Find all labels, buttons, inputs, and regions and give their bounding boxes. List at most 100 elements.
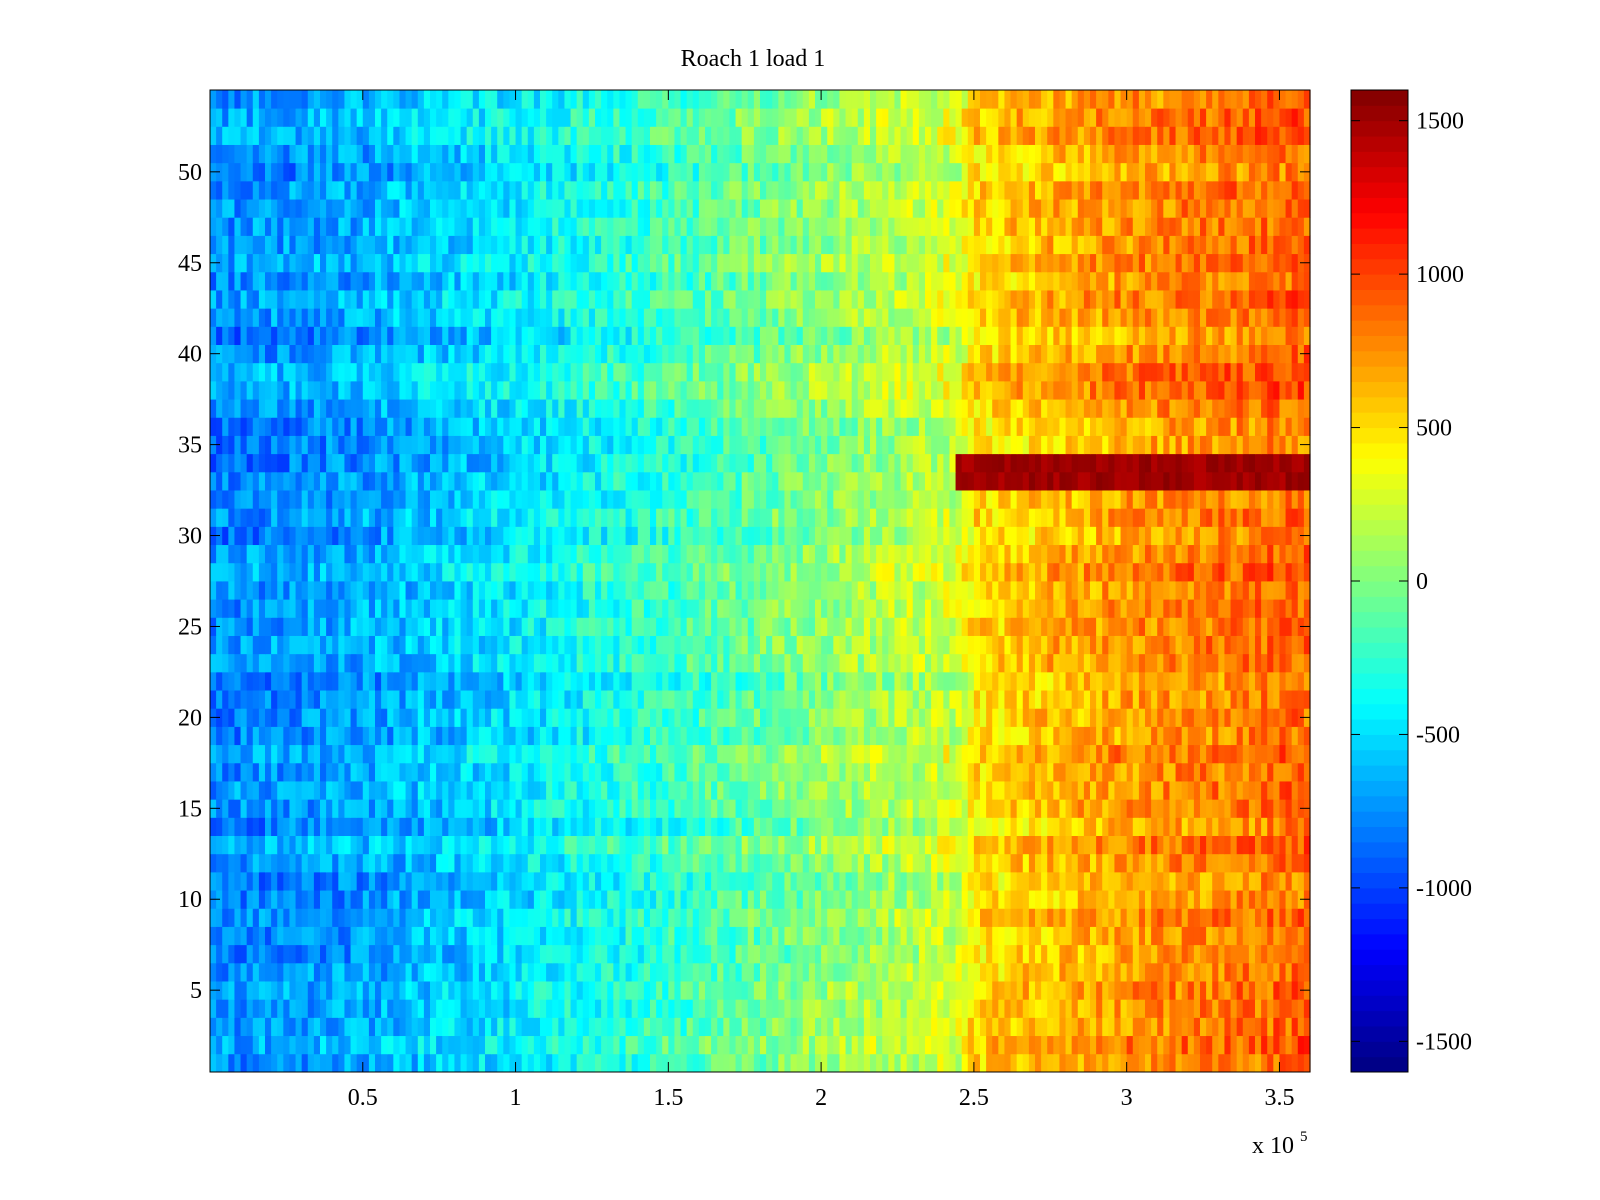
heatmap-cell bbox=[900, 890, 908, 909]
heatmap-cell bbox=[442, 890, 449, 909]
heatmap-cell bbox=[601, 999, 608, 1018]
heatmap-cell bbox=[368, 781, 376, 800]
heatmap-cell bbox=[387, 871, 394, 891]
heatmap-cell bbox=[1059, 762, 1067, 782]
heatmap-cell bbox=[1059, 581, 1067, 600]
heatmap-cell bbox=[723, 835, 731, 855]
heatmap-cell bbox=[216, 762, 223, 782]
heatmap-cell bbox=[307, 999, 315, 1018]
heatmap-cell bbox=[283, 1035, 291, 1055]
heatmap-cell bbox=[1022, 926, 1030, 946]
heatmap-cell bbox=[998, 962, 1006, 982]
heatmap-cell bbox=[735, 853, 743, 873]
heatmap-cell bbox=[967, 617, 975, 636]
heatmap-cell bbox=[949, 635, 957, 655]
heatmap-cell bbox=[741, 781, 749, 800]
heatmap-cell bbox=[362, 817, 370, 836]
heatmap-cell bbox=[307, 690, 315, 709]
heatmap-cell bbox=[882, 817, 889, 836]
heatmap-cell bbox=[595, 944, 602, 964]
heatmap-cell bbox=[870, 962, 877, 982]
heatmap-cell bbox=[356, 926, 364, 946]
heatmap-cell bbox=[1010, 781, 1018, 800]
heatmap-cell bbox=[405, 926, 413, 946]
heatmap-cell bbox=[668, 617, 676, 636]
heatmap-cell bbox=[937, 1035, 944, 1055]
heatmap-cell bbox=[1071, 1035, 1079, 1055]
heatmap-cell bbox=[252, 962, 260, 982]
heatmap-row bbox=[210, 581, 1311, 600]
heatmap-cell bbox=[326, 908, 333, 927]
heatmap-cell bbox=[980, 599, 987, 618]
heatmap-cell bbox=[1297, 1053, 1305, 1073]
heatmap-cell bbox=[1120, 926, 1128, 946]
heatmap-cell bbox=[338, 617, 346, 636]
heatmap-cell bbox=[674, 999, 682, 1018]
heatmap-cell bbox=[821, 635, 828, 655]
heatmap-cell bbox=[1157, 999, 1164, 1018]
heatmap-cell bbox=[1169, 871, 1177, 891]
heatmap-cell bbox=[698, 908, 706, 927]
heatmap-cell bbox=[870, 690, 877, 709]
heatmap-cell bbox=[601, 926, 608, 946]
heatmap-cell bbox=[1096, 835, 1103, 855]
heatmap-cell bbox=[442, 690, 449, 709]
heatmap-cell bbox=[1285, 962, 1293, 982]
heatmap-cell bbox=[723, 981, 731, 1000]
heatmap-cell bbox=[906, 944, 914, 964]
heatmap-cell bbox=[625, 744, 633, 764]
heatmap-cell bbox=[1285, 944, 1293, 964]
heatmap-cell bbox=[1157, 781, 1164, 800]
heatmap-cell bbox=[1261, 726, 1268, 746]
heatmap-cell bbox=[961, 908, 969, 927]
heatmap-cell bbox=[313, 926, 321, 946]
heatmap-cell bbox=[643, 671, 651, 691]
heatmap-cell bbox=[1200, 981, 1207, 1000]
heatmap-cell bbox=[1083, 581, 1091, 600]
heatmap-cell bbox=[1010, 1017, 1018, 1037]
heatmap-cell bbox=[790, 962, 798, 982]
heatmap-cell bbox=[601, 635, 608, 655]
heatmap-cell bbox=[876, 944, 883, 964]
heatmap-cell bbox=[576, 762, 584, 782]
heatmap-cell bbox=[228, 744, 236, 764]
heatmap-cell bbox=[680, 581, 688, 600]
heatmap-cell bbox=[277, 762, 284, 782]
heatmap-cell bbox=[1212, 926, 1219, 946]
heatmap-cell bbox=[741, 944, 749, 964]
heatmap-cell bbox=[234, 1035, 242, 1055]
heatmap-cell bbox=[240, 653, 248, 673]
heatmap-cell bbox=[1175, 817, 1183, 836]
heatmap-cell bbox=[509, 635, 517, 655]
heatmap-cell bbox=[478, 562, 486, 582]
heatmap-cell bbox=[1267, 853, 1274, 873]
heatmap-cell bbox=[766, 708, 773, 727]
heatmap-cell bbox=[595, 690, 602, 709]
heatmap-cell bbox=[607, 835, 614, 855]
heatmap-cell bbox=[1114, 726, 1122, 746]
heatmap-cell bbox=[1126, 871, 1134, 891]
heatmap-cell bbox=[466, 617, 474, 636]
heatmap-cell bbox=[326, 944, 333, 964]
heatmap-cell bbox=[570, 635, 578, 655]
heatmap-cell bbox=[423, 999, 431, 1018]
heatmap-cell bbox=[1151, 999, 1158, 1018]
heatmap-cell bbox=[338, 690, 346, 709]
heatmap-cell bbox=[258, 908, 266, 927]
heatmap-cell bbox=[607, 599, 614, 618]
heatmap-cell bbox=[1108, 1017, 1116, 1037]
heatmap-cell bbox=[393, 981, 401, 1000]
heatmap-cell bbox=[680, 799, 688, 818]
heatmap-cell bbox=[546, 1035, 553, 1055]
heatmap-cell bbox=[436, 962, 443, 982]
heatmap-cell bbox=[1071, 890, 1079, 909]
heatmap-cell bbox=[937, 690, 944, 709]
heatmap-cell bbox=[454, 871, 462, 891]
heatmap-cell bbox=[301, 981, 309, 1000]
heatmap-cell bbox=[546, 853, 553, 873]
heatmap-cell bbox=[1004, 726, 1012, 746]
heatmap-cell bbox=[252, 926, 260, 946]
heatmap-cell bbox=[448, 726, 456, 746]
heatmap-cell bbox=[1261, 635, 1268, 655]
heatmap-cell bbox=[295, 817, 303, 836]
